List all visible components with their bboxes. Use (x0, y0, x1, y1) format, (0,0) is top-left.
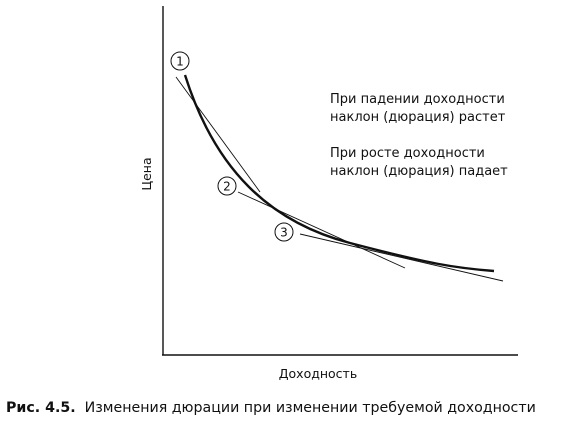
y-axis-label: Цена (139, 157, 154, 190)
note-falling-yield-line-1: При падении доходности (330, 92, 505, 107)
note-rising-yield-line-1: При росте доходности (330, 146, 485, 161)
tangent-line-3 (299, 233, 504, 282)
marker-1: 1 (170, 51, 190, 71)
marker-3-circle (274, 222, 294, 242)
price-yield-curve (183, 74, 495, 273)
figure-caption: Рис. 4.5. Изменения дюрации при изменении… (6, 400, 586, 416)
marker-1-label: 1 (176, 55, 184, 69)
tangent-line-2 (237, 191, 406, 269)
figure-number: Рис. 4.5. (6, 400, 76, 416)
marker-3: 3 (274, 222, 294, 242)
tangent-line-1 (175, 76, 261, 193)
marker-2-circle (217, 176, 237, 196)
caption-text: Изменения дюрации при изменении требуемо… (84, 400, 536, 416)
note-rising-yield-line-2: наклон (дюрация) падает (330, 164, 508, 179)
marker-2: 2 (217, 176, 237, 196)
x-axis-label: Доходность (279, 366, 357, 381)
marker-3-label: 3 (280, 226, 288, 240)
marker-1-circle (170, 51, 190, 71)
note-falling-yield-line-2: наклон (дюрация) растет (330, 110, 506, 125)
marker-2-label: 2 (223, 180, 231, 194)
